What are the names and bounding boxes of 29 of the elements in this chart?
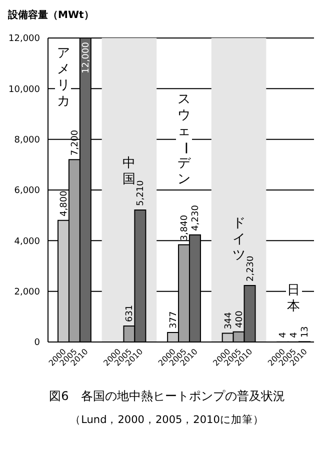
data-label: 7,200 (70, 130, 80, 156)
data-label: 3,840 (180, 214, 190, 241)
data-label: 4 (290, 332, 300, 338)
annotation: スウェーデン (176, 92, 192, 188)
data-label: 4 (278, 332, 289, 338)
data-label: 344 (224, 312, 234, 330)
caption: 図6 各国の地中熱ヒートポンプの普及状況 (48, 388, 286, 405)
annotation: 日本 (287, 283, 300, 316)
y-tick-label: 10,000 (8, 84, 40, 95)
data-label: 4,800 (60, 190, 70, 216)
y-tick-label: 2,000 (14, 288, 40, 298)
y-tick-label: 4,000 (14, 236, 40, 247)
annotation: 中国 (122, 156, 136, 188)
data-label: 377 (169, 311, 180, 328)
data-label: 12,000 (81, 42, 92, 74)
y-tick-label: 6,000 (14, 186, 40, 196)
data-label: 400 (234, 310, 245, 328)
data-label: 5,210 (136, 180, 146, 206)
y-axis-title: 設備容量（MWt） (8, 8, 95, 22)
y-tick-label: 12,000 (8, 34, 40, 44)
data-label: 4,230 (190, 204, 201, 231)
data-label: 2,230 (246, 255, 256, 282)
annotation: ドイツ (232, 216, 246, 264)
text: （Lund，2000，2005，2010に加筆） (69, 413, 265, 427)
data-label: 13 (300, 326, 311, 338)
data-label: 631 (125, 304, 136, 322)
y-tick-label: 0 (34, 338, 40, 348)
annotation: アメリカ (56, 46, 70, 110)
y-tick-label: 8,000 (14, 136, 40, 146)
